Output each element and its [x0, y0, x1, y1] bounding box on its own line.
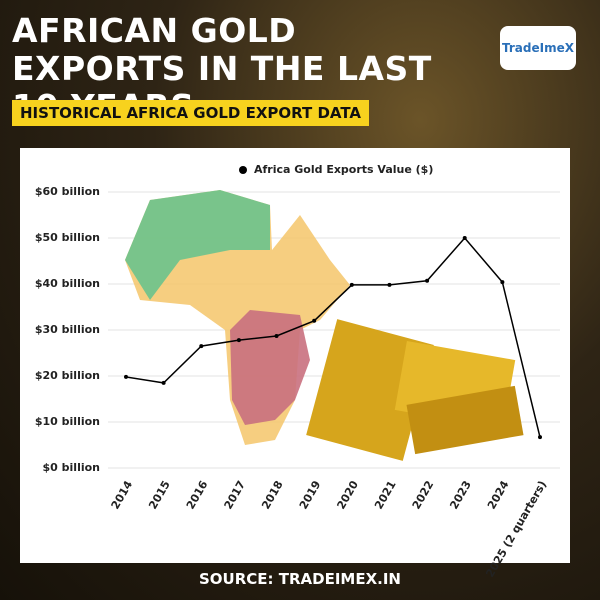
source: SOURCE: TRADEIMEX.IN	[198, 570, 401, 588]
point	[161, 380, 166, 385]
point	[387, 282, 392, 287]
line	[125, 236, 541, 438]
y-tick-label: $50 billion	[35, 231, 100, 244]
point	[462, 236, 467, 240]
y-tick-label: $0 billion	[43, 461, 100, 474]
point	[500, 280, 505, 285]
legend-marker	[239, 166, 247, 174]
point	[236, 338, 241, 343]
y-tick-label: $60 billion	[35, 185, 100, 198]
point	[274, 333, 279, 338]
point	[538, 435, 542, 440]
point	[124, 374, 128, 379]
point	[349, 282, 354, 287]
legend-label: Africa Gold Exports Value ($)	[254, 163, 433, 176]
y-tick-label: $10 billion	[35, 415, 100, 428]
point	[312, 318, 317, 323]
y-tick-label: $30 billion	[35, 323, 100, 336]
point	[199, 344, 204, 349]
point	[425, 278, 430, 283]
logo: TradeImeX	[500, 26, 576, 70]
decoration	[125, 190, 524, 461]
y-tick-label: $20 billion	[35, 369, 100, 382]
subtitle: HISTORICAL AFRICA GOLD EXPORT DATA	[12, 100, 370, 126]
y-tick-label: $40 billion	[35, 277, 100, 290]
